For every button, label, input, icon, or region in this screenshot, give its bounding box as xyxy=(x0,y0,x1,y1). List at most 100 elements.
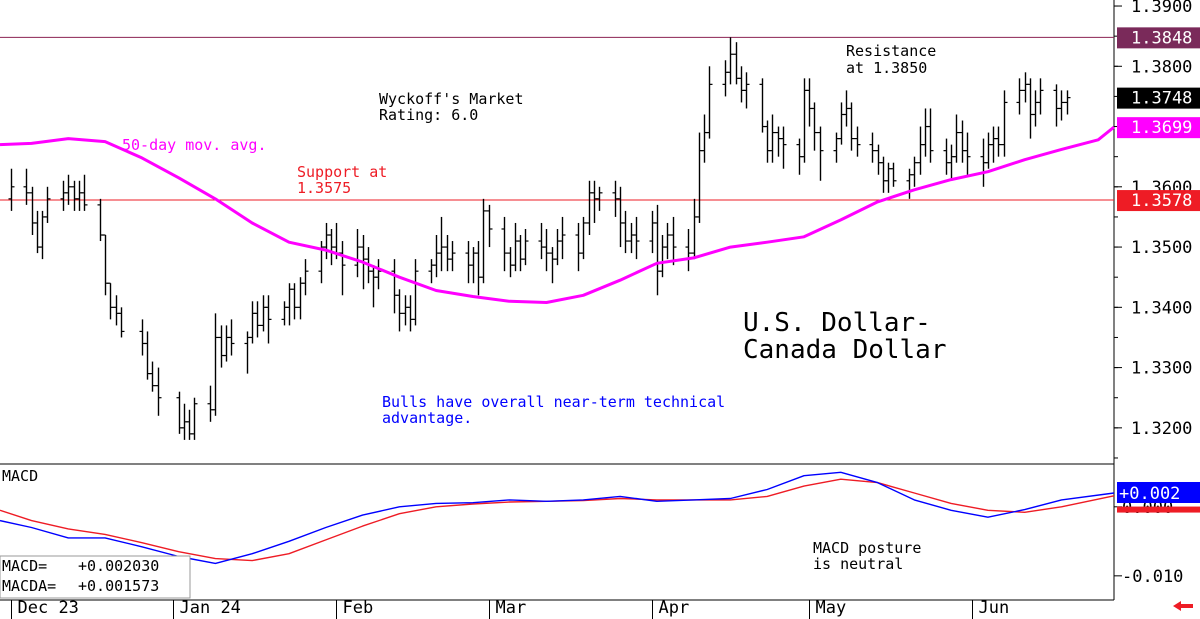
price-bar xyxy=(948,144,955,181)
price-bar xyxy=(113,295,120,326)
price-bar xyxy=(1053,84,1060,127)
price-bar xyxy=(927,108,934,163)
price-bar xyxy=(833,132,840,163)
chart-title-line-1: U.S. Dollar- xyxy=(743,308,931,338)
macda-readout-value: +0.001573 xyxy=(78,577,159,595)
price-bar xyxy=(23,168,30,205)
price-bar xyxy=(118,307,125,338)
price-bar xyxy=(617,186,624,248)
price-bar xyxy=(1064,90,1071,115)
price-bar xyxy=(759,78,766,133)
price-tags: 1.3848 1.3748 1.3699 1.3578 xyxy=(1117,27,1200,212)
price-bar xyxy=(402,295,409,326)
price-bar xyxy=(228,319,235,356)
price-bar xyxy=(959,120,966,163)
price-bar xyxy=(223,325,230,362)
support-annotation-line-2: 1.3575 xyxy=(297,179,351,197)
price-bar xyxy=(191,397,198,440)
price-bar xyxy=(964,132,971,175)
price-bar xyxy=(1001,90,1008,157)
price-bar xyxy=(649,210,656,254)
price-bar xyxy=(738,66,745,103)
price-bar xyxy=(780,126,787,169)
price-bar xyxy=(249,301,256,344)
macd-value-tag-label: +0.002 xyxy=(1119,484,1180,504)
price-bar xyxy=(155,367,162,416)
price-bar xyxy=(396,289,403,332)
price-axis: 1.39001.38001.36001.35001.34001.33001.32… xyxy=(1114,0,1192,459)
price-bar xyxy=(71,180,78,211)
price-bar xyxy=(433,235,440,278)
price-tag: 1.3848 xyxy=(1117,27,1200,49)
price-bar xyxy=(985,132,992,169)
price-bar xyxy=(775,126,782,157)
price-tag-label: 1.3748 xyxy=(1131,89,1192,109)
price-bar xyxy=(917,126,924,175)
moving-average-layer xyxy=(0,125,1115,304)
price-bar xyxy=(559,216,566,260)
price-bar xyxy=(591,180,598,223)
price-bar xyxy=(107,282,114,320)
date-axis-label: Dec 23 xyxy=(18,598,79,618)
price-bar xyxy=(580,216,587,260)
support-annotation-line-1: Support at xyxy=(297,163,387,181)
resistance-annotation-line-2: at 1.3850 xyxy=(846,59,927,77)
price-bar xyxy=(517,235,524,272)
price-bar xyxy=(696,132,703,223)
price-bar xyxy=(664,222,671,260)
chart-title-line-2: Canada Dollar xyxy=(743,335,947,365)
price-axis-label: 1.3900 xyxy=(1131,0,1192,17)
resistance-annotation-line-1: Resistance xyxy=(846,42,936,60)
macd-layer xyxy=(0,471,1115,565)
price-bar xyxy=(1016,78,1023,115)
price-bar xyxy=(722,60,729,97)
wyckoff-rating-line-1: Wyckoff's Market xyxy=(379,90,524,108)
macd-series-line xyxy=(0,471,1115,565)
price-bar xyxy=(354,228,361,278)
outlook-annotation-line-1: Bulls have overall near-term technical xyxy=(382,393,725,411)
price-tag-label: 1.3699 xyxy=(1131,118,1192,138)
price-bar xyxy=(848,102,855,151)
price-bar xyxy=(449,241,456,272)
price-bar xyxy=(81,174,88,211)
price-bar xyxy=(890,162,897,187)
price-bar xyxy=(685,228,692,272)
price-bar xyxy=(339,241,346,296)
price-bar xyxy=(444,235,451,272)
price-bar xyxy=(438,216,445,272)
price-bar xyxy=(727,37,734,85)
price-bar xyxy=(554,228,561,266)
price-bar xyxy=(922,108,929,157)
price-bar xyxy=(370,265,377,308)
price-bar xyxy=(1022,72,1029,103)
horizontal-lines xyxy=(0,36,1114,201)
price-bar xyxy=(633,216,640,260)
price-bar xyxy=(1032,90,1039,127)
price-axis-label: 1.3800 xyxy=(1131,57,1192,77)
price-bar xyxy=(817,126,824,181)
price-bar xyxy=(538,222,545,260)
price-bar xyxy=(880,156,887,193)
price-axis-label: 1.3300 xyxy=(1131,359,1192,379)
price-bar xyxy=(743,72,750,109)
scroll-left-arrow-icon[interactable] xyxy=(1173,601,1193,611)
price-bar xyxy=(906,168,913,199)
price-bar xyxy=(391,259,398,314)
price-bar xyxy=(375,259,382,290)
price-bar xyxy=(953,114,960,163)
price-bar xyxy=(281,301,288,326)
price-bar xyxy=(486,204,493,248)
price-bar xyxy=(838,102,845,145)
price-bar xyxy=(260,295,267,332)
macd-signal-tag xyxy=(1117,506,1200,513)
outlook-annotation-line-2: advantage. xyxy=(382,409,472,427)
price-tag-label: 1.3848 xyxy=(1131,28,1192,48)
moving-average-label: 50-day mov. avg. xyxy=(122,136,267,154)
price-bar xyxy=(212,313,219,416)
price-bar xyxy=(659,235,666,278)
price-tag-box xyxy=(1117,27,1200,49)
macd-readout-box xyxy=(0,555,191,599)
price-bar xyxy=(801,78,808,163)
price-bar xyxy=(302,259,309,296)
price-bar xyxy=(218,325,225,368)
